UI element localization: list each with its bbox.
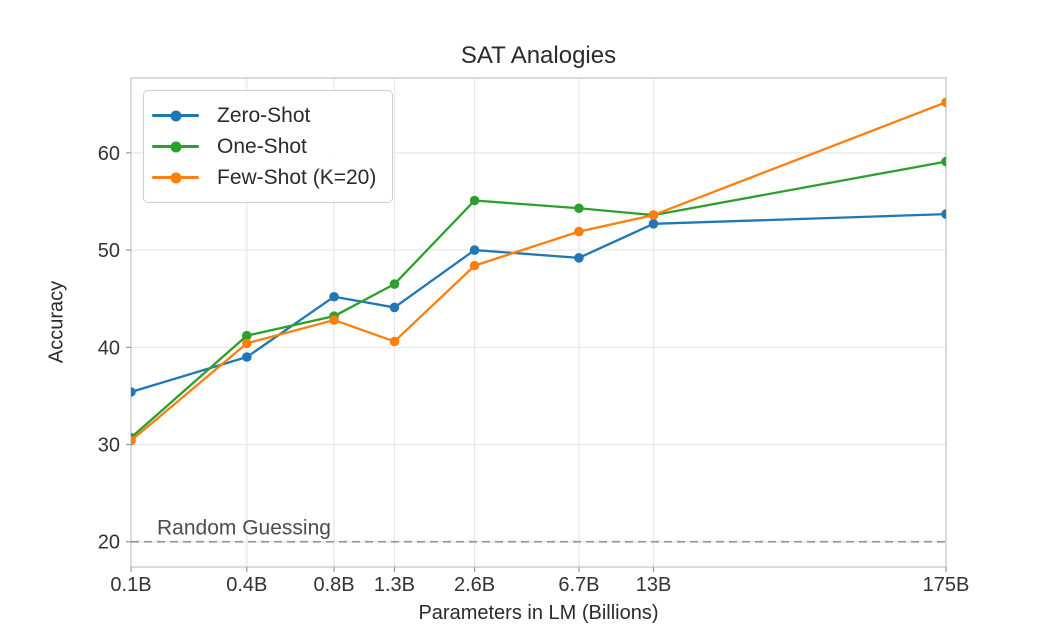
legend-label: One-Shot bbox=[217, 134, 307, 158]
data-point-one-shot bbox=[389, 279, 400, 289]
y-tick-label: 50 bbox=[98, 240, 120, 262]
data-point-few-shot-k-20 bbox=[389, 336, 400, 347]
data-point-zero-shot bbox=[574, 253, 584, 263]
data-point-one-shot bbox=[574, 203, 584, 214]
series-line-few-shot-k-20 bbox=[131, 101, 946, 442]
legend-item-few-shot: Few-Shot (K=20) bbox=[152, 162, 376, 193]
x-tick-label: 0.8B bbox=[313, 574, 354, 596]
x-axis-label: Parameters in LM (Billions) bbox=[418, 602, 659, 624]
data-point-one-shot bbox=[469, 195, 480, 206]
axis-ticks: 0.1B 0.4B 0.8B 1.3B 2.6B 6.7B 13B 175B 20 30 40 50 6… bbox=[98, 143, 970, 596]
plot-border bbox=[130, 77, 947, 568]
few-shot-line-marker-icon bbox=[152, 172, 199, 184]
y-axis-label: Accuracy bbox=[45, 280, 68, 364]
y-tick-label: 60 bbox=[98, 143, 120, 165]
x-tick-label: 13B bbox=[636, 574, 672, 596]
data-point-few-shot-k-20 bbox=[131, 435, 136, 446]
legend-item-zero-shot: Zero-Shot bbox=[152, 100, 376, 131]
x-tick-label: 0.1B bbox=[110, 574, 151, 596]
x-tick-label: 1.3B bbox=[374, 574, 415, 596]
chart-title: SAT Analogies bbox=[460, 42, 617, 69]
data-point-few-shot-k-20 bbox=[329, 315, 339, 325]
data-point-zero-shot bbox=[242, 352, 252, 362]
data-point-one-shot bbox=[242, 330, 252, 341]
legend: Zero-Shot One-Shot Few-Shot (K=20) bbox=[143, 90, 394, 203]
data-point-few-shot-k-20 bbox=[648, 210, 659, 220]
x-tick-label: 2.6B bbox=[454, 574, 495, 596]
y-tick-label: 30 bbox=[98, 435, 120, 457]
data-point-zero-shot bbox=[131, 387, 136, 397]
legend-label: Few-Shot (K=20) bbox=[217, 165, 377, 189]
x-tick-label: 6.7B bbox=[558, 574, 599, 596]
data-point-zero-shot bbox=[648, 219, 659, 229]
one-shot-line-marker-icon bbox=[152, 141, 199, 153]
zero-shot-line-marker-icon bbox=[152, 110, 199, 122]
data-point-zero-shot bbox=[941, 209, 946, 219]
y-tick-label: 20 bbox=[98, 532, 120, 554]
series-line-one-shot bbox=[131, 160, 946, 439]
series-line-zero-shot bbox=[131, 212, 946, 394]
y-tick-label: 40 bbox=[98, 337, 120, 359]
x-tick-label: 0.4B bbox=[226, 574, 267, 596]
data-point-one-shot bbox=[941, 156, 946, 167]
data-point-few-shot-k-20 bbox=[242, 338, 252, 349]
data-point-few-shot-k-20 bbox=[574, 226, 584, 237]
legend-label: Zero-Shot bbox=[217, 103, 311, 127]
series-group bbox=[131, 97, 946, 446]
data-point-zero-shot bbox=[389, 302, 400, 313]
data-point-zero-shot bbox=[469, 245, 480, 255]
legend-item-one-shot: One-Shot bbox=[152, 131, 376, 162]
random-guessing-label: Random Guessing bbox=[157, 517, 331, 540]
x-tick-label: 175B bbox=[923, 574, 970, 596]
data-point-few-shot-k-20 bbox=[941, 97, 946, 108]
data-point-zero-shot bbox=[329, 291, 339, 302]
data-point-few-shot-k-20 bbox=[469, 260, 480, 271]
